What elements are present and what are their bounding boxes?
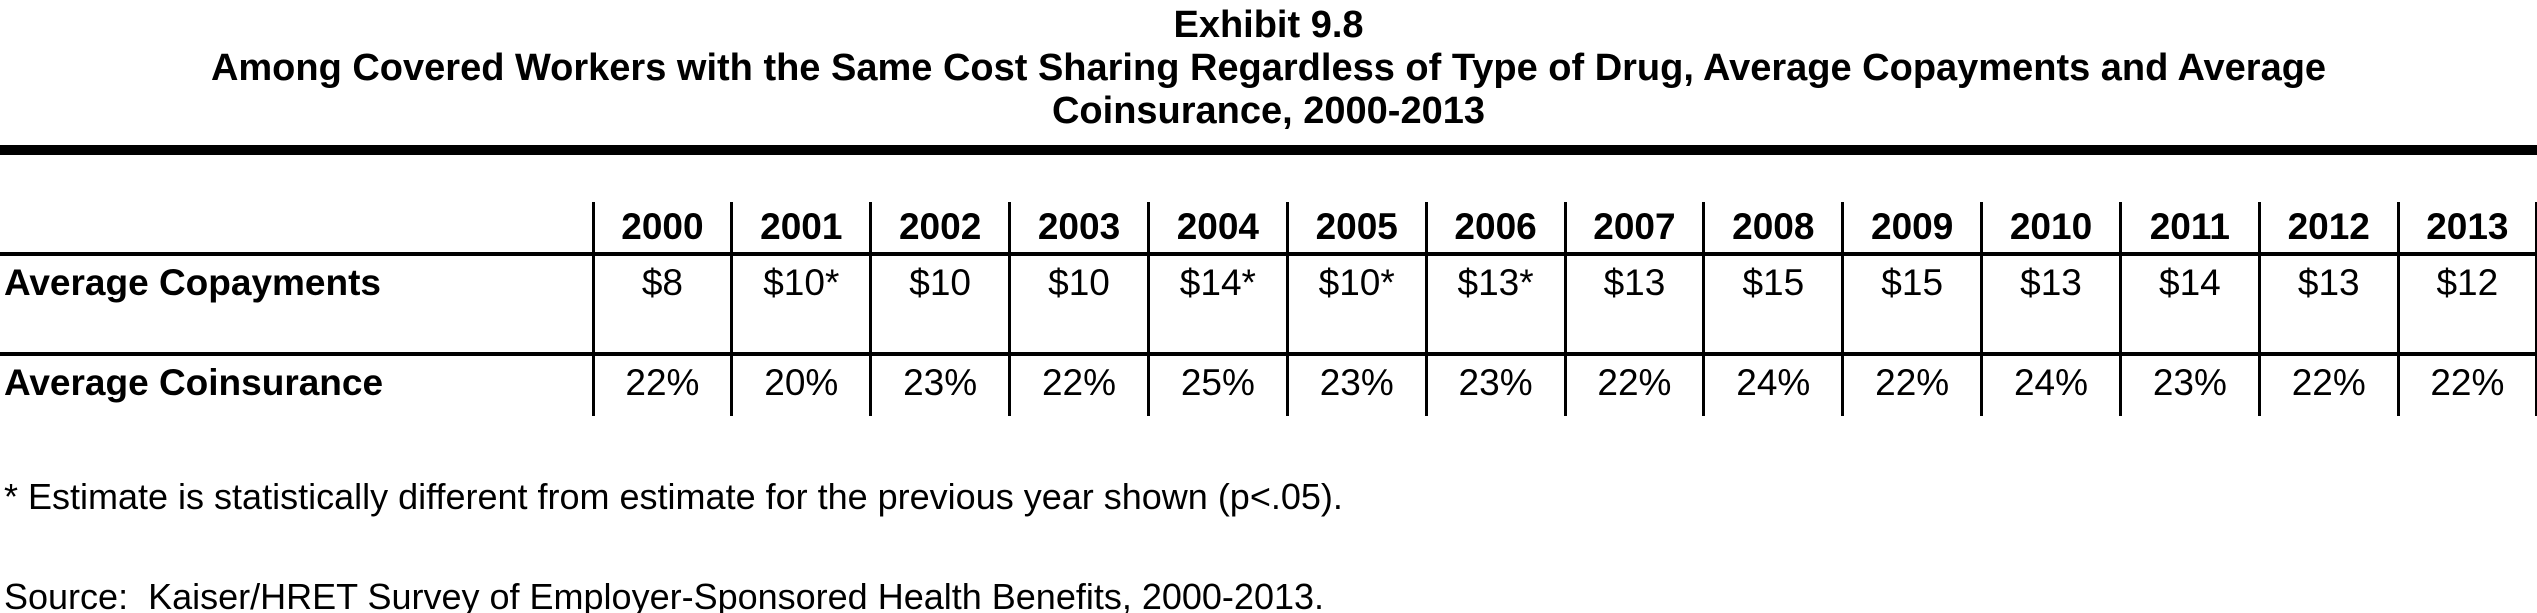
- coinsurance-value-2007: 22%: [1563, 354, 1704, 416]
- cost-sharing-table: 2000 2001 2002 2003 2004 2005 2006 2007 …: [0, 202, 2537, 416]
- exhibit-title-line-1: Among Covered Workers with the Same Cost…: [210, 47, 2327, 89]
- year-header-2004: 2004: [1146, 202, 1288, 256]
- coinsurance-value-2012: 22%: [2257, 354, 2399, 416]
- copayment-value-2005: $10*: [1285, 254, 1427, 356]
- copayment-value-2003: $10: [1008, 254, 1149, 356]
- copayment-value-2001: $10*: [730, 254, 871, 356]
- year-header-2007: 2007: [1563, 202, 1704, 256]
- year-header-2005: 2005: [1285, 202, 1427, 256]
- year-header-2010: 2010: [1980, 202, 2121, 256]
- copayment-value-2002: $10: [869, 254, 1010, 356]
- year-header-2009: 2009: [1841, 202, 1982, 256]
- year-header-2013: 2013: [2396, 202, 2537, 256]
- copayment-value-2004: $14*: [1146, 254, 1288, 356]
- coinsurance-value-2001: 20%: [730, 354, 871, 416]
- copayment-value-2012: $13: [2257, 254, 2399, 356]
- copayment-value-2008: $15: [1702, 254, 1843, 356]
- year-header-2011: 2011: [2118, 202, 2260, 256]
- coinsurance-value-2000: 22%: [591, 354, 732, 416]
- coinsurance-value-2004: 25%: [1146, 354, 1288, 416]
- coinsurance-value-2003: 22%: [1008, 354, 1149, 416]
- copayment-value-2000: $8: [591, 254, 732, 356]
- year-header-2003: 2003: [1008, 202, 1149, 256]
- copayment-value-2013: $12: [2396, 254, 2537, 356]
- coinsurance-value-2002: 23%: [869, 354, 1010, 416]
- statistical-footnote: * Estimate is statistically different fr…: [4, 476, 1343, 517]
- copayment-value-2006: $13*: [1424, 254, 1566, 356]
- copayment-value-2009: $15: [1841, 254, 1982, 356]
- year-header-2000: 2000: [591, 202, 732, 256]
- corner-cell: [0, 202, 593, 256]
- row-label-average-coinsurance: Average Coinsurance: [4, 362, 384, 403]
- coinsurance-value-2010: 24%: [1980, 354, 2121, 416]
- year-header-2001: 2001: [730, 202, 871, 256]
- copayment-value-2007: $13: [1563, 254, 1704, 356]
- copayment-value-2010: $13: [1980, 254, 2121, 356]
- year-header-2012: 2012: [2257, 202, 2399, 256]
- copayment-value-2011: $14: [2118, 254, 2260, 356]
- table-row-average-copayments: Average Copayments $8 $10* $10 $10 $14* …: [0, 254, 2537, 356]
- coinsurance-value-2013: 22%: [2396, 354, 2537, 416]
- exhibit-number: Exhibit 9.8: [1173, 4, 1364, 46]
- coinsurance-value-2006: 23%: [1424, 354, 1566, 416]
- coinsurance-value-2005: 23%: [1285, 354, 1427, 416]
- year-header-2006: 2006: [1424, 202, 1566, 256]
- exhibit-title: Exhibit 9.8 Among Covered Workers with t…: [0, 0, 2537, 133]
- coinsurance-value-2009: 22%: [1841, 354, 1982, 416]
- source-line: Source: Kaiser/HRET Survey of Employer-S…: [4, 576, 1325, 613]
- exhibit-title-line-2: Coinsurance, 2000-2013: [1051, 90, 1485, 132]
- row-label-average-copayments: Average Copayments: [0, 254, 593, 356]
- coinsurance-value-2011: 23%: [2118, 354, 2260, 416]
- title-divider-rule: [0, 145, 2537, 155]
- year-header-2002: 2002: [869, 202, 1010, 256]
- table-header-row: 2000 2001 2002 2003 2004 2005 2006 2007 …: [0, 202, 2537, 256]
- year-header-2008: 2008: [1702, 202, 1843, 256]
- coinsurance-value-2008: 24%: [1702, 354, 1843, 416]
- table-row-average-coinsurance: Average Coinsurance 22% 20% 23% 22% 25% …: [0, 354, 2537, 416]
